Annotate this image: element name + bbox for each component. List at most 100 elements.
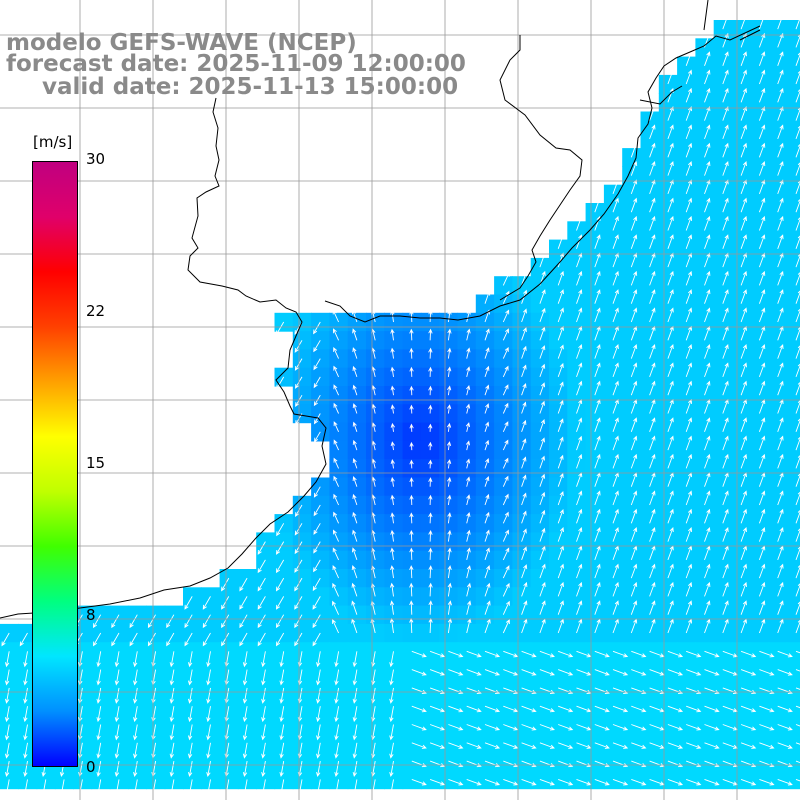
wind-speed-cell <box>420 623 440 643</box>
wind-speed-cell <box>786 203 800 222</box>
wind-arrow <box>704 724 720 731</box>
wind-arrow <box>521 308 527 323</box>
wind-arrow <box>93 614 102 629</box>
wind-arrow <box>685 362 693 378</box>
wind-speed-cell <box>713 111 733 131</box>
wind-arrow <box>334 779 340 796</box>
wind-speed-cell <box>622 477 642 497</box>
wind-speed-cell <box>695 276 715 296</box>
wind-arrow <box>722 252 729 268</box>
wind-speed-cell <box>475 459 495 479</box>
wind-speed-cell <box>677 550 696 570</box>
wind-speed-cell <box>768 38 788 58</box>
wind-arrow <box>332 582 340 597</box>
wind-speed-cell <box>786 111 800 131</box>
wind-arrow <box>612 380 619 396</box>
wind-speed-cell <box>384 532 404 552</box>
wind-speed-cell <box>420 569 440 588</box>
wind-speed-cell <box>603 459 623 479</box>
wind-speed-cell <box>677 477 696 497</box>
wind-speed-cell <box>640 257 660 277</box>
wind-speed-cell <box>530 495 550 515</box>
wind-speed-cell <box>366 495 385 515</box>
wind-speed-cell <box>713 440 733 460</box>
wind-speed-cell <box>677 495 696 515</box>
wind-arrow <box>557 399 564 414</box>
wind-speed-cell <box>567 495 587 515</box>
wind-arrow <box>722 215 729 231</box>
wind-speed-cell <box>439 605 459 625</box>
wind-speed-cell <box>603 312 623 332</box>
wind-speed-cell <box>768 129 788 149</box>
wind-arrow <box>758 69 766 85</box>
wind-speed-cell <box>732 569 751 588</box>
wind-speed-cell <box>695 129 715 149</box>
wind-arrow <box>722 435 729 451</box>
wind-speed-cell <box>603 605 623 625</box>
wind-arrow <box>539 473 546 487</box>
wind-arrow <box>411 669 427 676</box>
wind-speed-cell <box>713 74 733 94</box>
wind-arrow <box>685 87 693 103</box>
wind-arrow <box>448 778 464 786</box>
wind-arrow <box>722 307 729 323</box>
wind-arrow <box>539 491 546 506</box>
wind-arrow <box>649 362 656 378</box>
wind-arrow <box>740 380 747 396</box>
wind-arrow <box>685 51 693 66</box>
wind-arrow <box>539 650 555 658</box>
wind-speed-cell <box>786 257 800 277</box>
wind-arrow <box>502 365 509 378</box>
wind-speed-cell <box>567 477 587 497</box>
wind-arrow <box>649 581 656 597</box>
wind-arrow <box>704 435 711 451</box>
wind-speed-cell <box>677 166 696 186</box>
wind-speed-cell <box>420 550 440 570</box>
wind-arrow <box>667 563 674 579</box>
wind-arrow <box>521 456 527 469</box>
wind-arrow <box>333 384 340 396</box>
wind-arrow <box>667 197 674 213</box>
wind-arrow <box>502 421 509 432</box>
wind-arrow <box>758 124 766 140</box>
wind-speed-cell <box>329 495 349 515</box>
wind-arrow <box>279 761 285 778</box>
wind-speed-cell <box>695 550 715 570</box>
wind-arrow <box>630 600 638 615</box>
wind-arrow <box>428 565 433 579</box>
wind-arrow <box>521 705 537 713</box>
wind-arrow <box>276 614 285 629</box>
wind-speed-cell <box>567 587 587 607</box>
wind-speed-cell <box>750 93 770 113</box>
wind-arrow <box>758 618 766 634</box>
wind-arrow <box>521 760 537 768</box>
wind-arrow <box>740 600 747 615</box>
wind-speed-cell <box>640 477 660 497</box>
wind-speed-cell <box>786 349 800 369</box>
wind-arrow <box>332 618 340 634</box>
wind-arrow <box>630 307 638 323</box>
wind-arrow <box>351 309 358 323</box>
wind-speed-cell <box>640 221 660 241</box>
wind-speed-cell <box>640 587 660 607</box>
wind-speed-cell <box>402 440 422 460</box>
wind-arrow <box>630 563 638 579</box>
colorbar-tick: 30 <box>86 150 106 168</box>
wind-arrow <box>312 614 321 629</box>
wind-arrow <box>261 687 266 704</box>
wind-arrow <box>428 441 433 451</box>
wind-speed-cell <box>750 312 770 332</box>
wind-arrow <box>557 509 564 524</box>
wind-arrow <box>631 760 647 768</box>
wind-speed-cell <box>402 605 422 625</box>
wind-speed-cell <box>457 623 477 643</box>
wind-arrow <box>612 453 619 469</box>
wind-arrow <box>758 179 766 195</box>
wind-speed-cell <box>713 459 733 479</box>
wind-arrow <box>557 289 564 304</box>
wind-arrow <box>667 581 674 597</box>
wind-arrow <box>521 650 537 658</box>
wind-speed-cell <box>420 367 440 387</box>
wind-arrow <box>466 778 482 786</box>
wind-speed-cell <box>585 294 605 314</box>
